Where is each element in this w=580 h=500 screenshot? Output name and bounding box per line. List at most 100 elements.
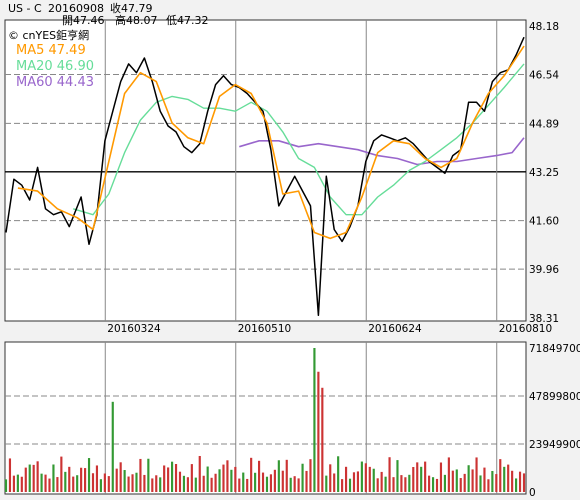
volume-bar (479, 475, 482, 492)
volume-bar (48, 478, 51, 492)
volume-bar (170, 461, 174, 492)
volume-bar (111, 401, 114, 492)
volume-bar (40, 473, 43, 492)
volume-bar (8, 458, 12, 492)
volume-bar (511, 470, 514, 492)
volume-bar (159, 477, 162, 492)
volume-bar (107, 476, 110, 492)
volume-bar (56, 477, 59, 492)
volume-bar (131, 474, 134, 492)
volume-bar (518, 471, 522, 492)
close-price-label: 收47.79 (110, 2, 153, 15)
volume-bar (293, 476, 296, 492)
volume-bar (309, 459, 312, 492)
volume-bar (451, 470, 454, 492)
volume-bar (435, 478, 439, 492)
volume-bar (64, 471, 67, 492)
volume-bar (499, 459, 502, 492)
volume-bar (273, 469, 276, 492)
volume-bar (348, 478, 352, 492)
price-tick-label: 48.18 (529, 21, 559, 33)
date-tick-label: 20160510 (238, 323, 291, 335)
volume-bar (60, 456, 63, 492)
volume-tick-label: 47899800 (529, 391, 580, 403)
date-label: 20160908 (48, 2, 104, 15)
volume-bar (424, 461, 427, 492)
volume-bar (443, 474, 446, 492)
volume-bar (167, 467, 170, 492)
volume-bar (301, 463, 304, 492)
volume-bar (269, 474, 273, 492)
volume-bar (68, 466, 71, 492)
volume-bar (143, 474, 146, 492)
volume-bar (190, 464, 193, 492)
volume-bar (32, 464, 35, 492)
volume-bar (341, 479, 344, 492)
volume-bar (4, 479, 8, 492)
volume-bar (337, 456, 340, 492)
volume-bar (135, 472, 138, 492)
series-line-ma20 (73, 63, 525, 216)
date-tick-label: 20160324 (107, 323, 161, 335)
volume-tick-label: 0 (529, 487, 536, 499)
volume-bar (372, 468, 375, 492)
price-tick-label: 38.31 (529, 313, 559, 325)
volume-bar (103, 473, 106, 492)
volume-bar (242, 472, 245, 492)
volume-bar (44, 474, 47, 492)
volume-bar (317, 371, 320, 492)
volume-bar (364, 463, 367, 492)
volume-bar (467, 465, 470, 492)
volume-bar (206, 466, 209, 492)
volume-bar (119, 462, 122, 492)
volume-bar (503, 466, 506, 492)
volume-bar (439, 462, 443, 492)
volume-bar (360, 461, 363, 492)
high-price-label: 高48.07 (115, 14, 158, 27)
low-price-label: 低47.32 (166, 14, 209, 27)
series-line-ma5 (17, 45, 525, 240)
volume-bar (487, 479, 490, 492)
volume-bar (210, 477, 213, 492)
volume-bar (194, 477, 197, 492)
volume-bar (178, 471, 182, 492)
volume-bar (459, 478, 462, 492)
series-line-ma60 (239, 137, 525, 166)
volume-bar (182, 475, 186, 492)
volume-bar (483, 467, 486, 492)
volume-bar (36, 461, 39, 492)
volume-bar (356, 471, 360, 492)
volume-bar (396, 460, 399, 492)
volume-bar (522, 473, 526, 492)
volume-bar (515, 478, 518, 492)
volume-bar (277, 460, 280, 492)
volume-bar (226, 460, 229, 492)
volume-bar (222, 464, 225, 492)
volume-bar (139, 458, 142, 492)
volume-bar (12, 475, 15, 492)
date-tick-label: 20160810 (499, 323, 552, 335)
volume-bar (250, 457, 253, 492)
volume-bar (289, 477, 292, 492)
volume-bar (333, 473, 336, 492)
volume-bar (147, 458, 150, 492)
legend-ma20: MA20 46.90 (16, 59, 94, 74)
volume-bar (234, 466, 237, 492)
volume-bar (151, 478, 154, 492)
volume-bar (76, 475, 79, 492)
volume-bar (297, 478, 300, 492)
volume-bar (388, 457, 391, 492)
volume-bar (408, 474, 411, 492)
volume-bar (344, 466, 348, 492)
volume-bar (455, 469, 458, 492)
volume-bar (431, 477, 435, 492)
volume-bar (218, 469, 221, 492)
volume-bar (84, 468, 87, 492)
volume-bar (246, 478, 249, 492)
price-tick-label: 44.89 (529, 118, 559, 130)
volume-bar (428, 475, 431, 492)
volume-bar (281, 470, 284, 492)
volume-bar (329, 464, 332, 492)
volume-bar (87, 458, 91, 492)
